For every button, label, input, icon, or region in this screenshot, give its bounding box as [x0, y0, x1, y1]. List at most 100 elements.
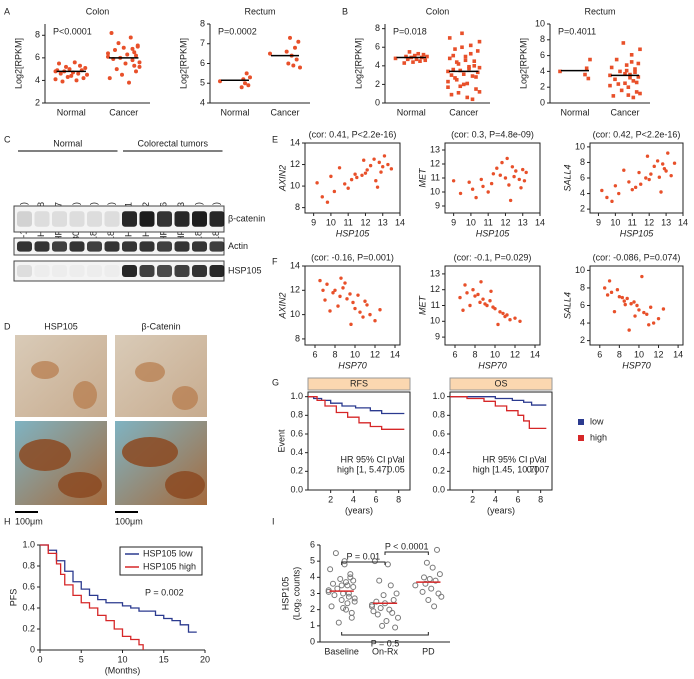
chart-title: Rectum [584, 6, 615, 16]
y-tick-label: 2 [580, 203, 585, 213]
point [619, 88, 624, 93]
point [422, 580, 429, 587]
y-tick-label: 4 [35, 75, 40, 85]
point [632, 300, 636, 304]
point [607, 279, 612, 283]
group-label: Colorectal tumors [137, 138, 208, 148]
point [624, 68, 629, 73]
point [343, 281, 347, 285]
band [122, 265, 137, 277]
point [330, 580, 336, 587]
point [472, 59, 477, 63]
point [361, 315, 365, 319]
y-tick-label: 9 [435, 331, 440, 341]
point [333, 288, 337, 293]
point [446, 85, 450, 89]
point [405, 57, 410, 62]
legend-label: HSP105 low [143, 548, 193, 558]
y-tick-label: 0.8 [22, 560, 35, 570]
point [463, 58, 468, 63]
y-tick-label: 10 [430, 316, 440, 326]
panel-label: G [272, 377, 279, 387]
point [512, 174, 516, 179]
band [122, 241, 137, 252]
x-tick-label: 2 [470, 494, 475, 504]
point [517, 177, 521, 182]
x-tick-label: 12 [644, 217, 654, 227]
row-label: Actin [228, 241, 248, 251]
point [669, 173, 673, 178]
legend-label: low [590, 416, 604, 426]
y-tick-label: 0.4 [432, 447, 445, 457]
point [476, 292, 480, 297]
y-tick-label: 12 [430, 284, 440, 294]
point [432, 577, 439, 584]
point [426, 575, 433, 582]
point [505, 156, 509, 161]
point [376, 577, 383, 584]
point [375, 185, 380, 189]
point [626, 93, 631, 97]
point [615, 288, 620, 292]
y-tick-label: 1.0 [22, 539, 35, 549]
legend-swatch [578, 435, 584, 441]
y-axis-label: Log2[RPKM] [353, 38, 363, 89]
point [446, 69, 450, 74]
point [465, 81, 470, 86]
chart-title: RFS [350, 378, 368, 388]
x-axis-label: HSP70 [478, 360, 507, 370]
panel-label: C [4, 134, 11, 144]
point [137, 60, 142, 65]
x-tick-label: 13 [378, 217, 388, 227]
point [380, 592, 387, 599]
point [425, 596, 432, 603]
point [634, 90, 639, 94]
point [393, 590, 400, 597]
y-tick-label: 8 [35, 30, 40, 40]
point [651, 321, 656, 325]
point [629, 302, 633, 306]
point [404, 54, 408, 59]
point [623, 71, 627, 76]
y-tick-label: 2 [540, 82, 545, 92]
point [351, 595, 358, 602]
x-tick-label: 14 [535, 217, 545, 227]
plot-frame [304, 142, 401, 214]
y-tick-label: 5 [310, 556, 315, 566]
point [378, 308, 382, 312]
band [122, 211, 137, 227]
point [513, 316, 517, 320]
x-tick-label: 8 [396, 494, 401, 504]
point [368, 312, 372, 317]
point [377, 605, 384, 612]
point [425, 54, 429, 59]
y-tick-label: 0.2 [432, 466, 445, 476]
point [488, 299, 492, 303]
point [471, 288, 475, 292]
y-tick-label: 4 [310, 572, 315, 582]
x-tick-label: On-Rx [372, 646, 399, 656]
band [35, 265, 50, 277]
point [461, 82, 466, 87]
point [341, 286, 345, 290]
y-tick-label: 0 [375, 97, 380, 107]
chart-title: (cor: -0.086, P=0.074) [593, 252, 681, 262]
point [627, 328, 631, 332]
x-tick-label: 11 [484, 217, 493, 227]
point [637, 308, 641, 312]
point [346, 186, 350, 190]
point [612, 309, 617, 314]
point [393, 56, 398, 61]
point [451, 67, 456, 72]
point [83, 66, 88, 71]
point [583, 72, 587, 77]
y-tick-label: 8 [200, 18, 205, 28]
point [239, 85, 244, 90]
band [52, 241, 67, 252]
y-tick-label: 6 [310, 539, 315, 549]
annotation: P = 0.01 [347, 551, 381, 561]
point [348, 614, 355, 621]
x-tick-label: 9 [311, 217, 316, 227]
band [52, 211, 67, 227]
